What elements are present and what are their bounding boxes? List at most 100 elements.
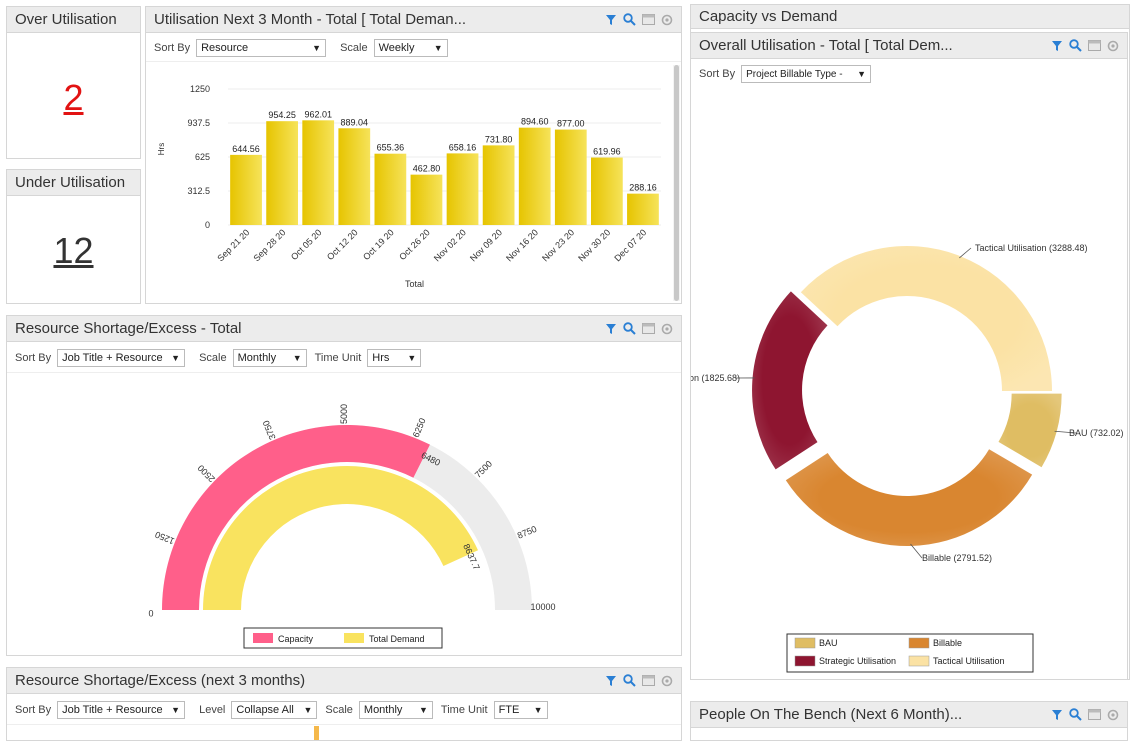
sort-by-select[interactable]: Resource ▼ bbox=[196, 38, 327, 57]
legend-label: BAU bbox=[819, 638, 838, 648]
time-unit-select[interactable]: Hrs ▼ bbox=[367, 348, 422, 367]
legend-swatch[interactable] bbox=[794, 655, 816, 667]
gauge-tick-label: 0 bbox=[148, 608, 153, 618]
donut-slice[interactable] bbox=[998, 393, 1062, 468]
sort-by-value: Resource bbox=[201, 41, 249, 54]
filter-icon[interactable] bbox=[1051, 40, 1063, 52]
gauge-bar-demand[interactable] bbox=[203, 466, 479, 610]
search-icon[interactable] bbox=[623, 322, 636, 335]
search-icon[interactable] bbox=[623, 13, 636, 26]
bar-value-label: 655.36 bbox=[377, 143, 405, 153]
x-tick-label: Sep 28 20 bbox=[251, 227, 287, 263]
window-icon[interactable] bbox=[642, 14, 655, 25]
chevron-down-icon: ▼ bbox=[418, 704, 428, 715]
x-tick-label: Oct 19 20 bbox=[361, 227, 396, 262]
chevron-down-icon: ▼ bbox=[533, 704, 543, 715]
chevron-down-icon: ▼ bbox=[303, 704, 313, 715]
bar-value-label: 644.56 bbox=[232, 144, 260, 154]
time-unit-value: FTE bbox=[498, 703, 520, 716]
search-icon[interactable] bbox=[1069, 708, 1082, 721]
grid-header-divider bbox=[314, 726, 319, 740]
x-tick-label: Nov 23 20 bbox=[540, 227, 576, 263]
bar-value-label: 619.96 bbox=[593, 147, 621, 157]
time-unit-select[interactable]: FTE ▼ bbox=[493, 700, 548, 719]
x-tick-label: Oct 05 20 bbox=[289, 227, 324, 262]
legend-label: Capacity bbox=[278, 634, 314, 644]
under-utilisation-value[interactable]: 12 bbox=[53, 230, 94, 271]
legend-swatch[interactable] bbox=[908, 655, 930, 667]
x-tick-label: Sep 21 20 bbox=[215, 227, 251, 263]
callout-line bbox=[910, 543, 923, 559]
sort-by-value: Project Billable Type - bbox=[746, 68, 843, 80]
window-icon[interactable] bbox=[642, 675, 655, 686]
x-tick-label: Oct 12 20 bbox=[325, 227, 360, 262]
bar[interactable] bbox=[590, 157, 623, 225]
filter-icon[interactable] bbox=[605, 14, 617, 26]
settings-icon[interactable] bbox=[1107, 40, 1119, 52]
gauge-tick-label: 3750 bbox=[261, 419, 278, 441]
bar[interactable] bbox=[627, 193, 659, 225]
scale-select[interactable]: Weekly ▼ bbox=[373, 38, 448, 57]
chevron-down-icon: ▼ bbox=[433, 42, 443, 53]
bar[interactable] bbox=[266, 121, 299, 225]
x-tick-label: Nov 30 20 bbox=[576, 227, 612, 263]
gauge-tick-label: 8750 bbox=[516, 524, 538, 541]
level-select[interactable]: Collapse All ▼ bbox=[231, 700, 318, 719]
bar[interactable] bbox=[446, 153, 479, 225]
scale-select[interactable]: Monthly ▼ bbox=[232, 348, 307, 367]
scale-value: Monthly bbox=[363, 703, 403, 716]
donut-slice[interactable] bbox=[785, 449, 1033, 546]
bar[interactable] bbox=[410, 174, 443, 225]
bar-value-label: 962.01 bbox=[304, 109, 332, 119]
panel-title: Resource Shortage/Excess (next 3 months) bbox=[15, 672, 306, 689]
bar[interactable] bbox=[302, 120, 335, 225]
search-icon[interactable] bbox=[623, 674, 636, 687]
utilisation-next-panel: Utilisation Next 3 Month - Total [ Total… bbox=[145, 6, 682, 304]
chevron-down-icon: ▼ bbox=[312, 42, 322, 53]
sort-by-value: Job Title + Resource bbox=[62, 703, 163, 716]
bar[interactable] bbox=[230, 154, 262, 225]
legend-swatch[interactable] bbox=[344, 633, 364, 643]
bar-value-label: 288.16 bbox=[629, 183, 657, 193]
x-tick-label: Nov 16 20 bbox=[504, 227, 540, 263]
scrollbar[interactable] bbox=[673, 65, 680, 301]
bar[interactable] bbox=[338, 128, 371, 225]
donut-slice[interactable] bbox=[752, 291, 828, 470]
x-tick-label: Nov 02 20 bbox=[432, 227, 468, 263]
search-icon[interactable] bbox=[1069, 39, 1082, 52]
sort-by-select[interactable]: Project Billable Type - ▼ bbox=[741, 65, 872, 83]
legend-swatch[interactable] bbox=[908, 637, 930, 649]
scale-select[interactable]: Monthly ▼ bbox=[358, 700, 433, 719]
legend-swatch[interactable] bbox=[794, 637, 816, 649]
donut-slice[interactable] bbox=[800, 246, 1052, 391]
settings-icon[interactable] bbox=[661, 14, 673, 26]
scale-label: Scale bbox=[325, 703, 353, 716]
y-tick-label: 312.5 bbox=[187, 186, 210, 196]
callout-label: BAU (732.02) bbox=[1069, 428, 1124, 438]
gauge-bar-capacity[interactable] bbox=[162, 425, 430, 610]
settings-icon[interactable] bbox=[1107, 709, 1119, 721]
legend-swatch[interactable] bbox=[253, 633, 273, 643]
window-icon[interactable] bbox=[642, 323, 655, 334]
filter-icon[interactable] bbox=[1051, 709, 1063, 721]
window-icon[interactable] bbox=[1088, 709, 1101, 720]
shortage-gauge-chart: 0125025003750500062507500875010000648086… bbox=[148, 404, 556, 649]
callout-label: on (1825.68) bbox=[691, 373, 740, 383]
bar[interactable] bbox=[554, 129, 587, 225]
sort-by-select[interactable]: Job Title + Resource ▼ bbox=[57, 700, 186, 719]
callout-label: Tactical Utilisation (3288.48) bbox=[975, 243, 1088, 253]
y-tick-label: 0 bbox=[205, 220, 210, 230]
over-utilisation-value[interactable]: 2 bbox=[63, 77, 84, 118]
bar[interactable] bbox=[518, 127, 551, 225]
bar[interactable] bbox=[374, 153, 407, 225]
overall-utilisation-panel: Overall Utilisation - Total [ Total Dem.… bbox=[690, 32, 1128, 680]
sort-by-select[interactable]: Job Title + Resource ▼ bbox=[57, 348, 186, 367]
settings-icon[interactable] bbox=[661, 675, 673, 687]
gauge-legend: Capacity Total Demand bbox=[243, 627, 443, 649]
window-icon[interactable] bbox=[1088, 40, 1101, 51]
bar[interactable] bbox=[482, 145, 515, 225]
y-tick-label: 1250 bbox=[190, 84, 210, 94]
filter-icon[interactable] bbox=[605, 323, 617, 335]
settings-icon[interactable] bbox=[661, 323, 673, 335]
filter-icon[interactable] bbox=[605, 675, 617, 687]
